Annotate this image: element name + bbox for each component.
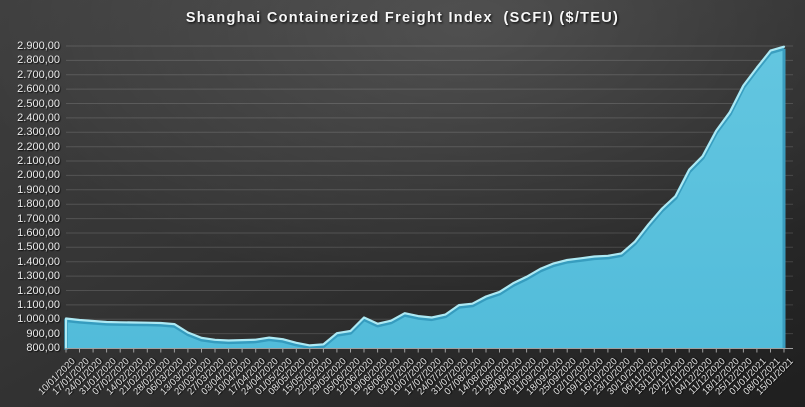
chart-title: Shanghai Containerized Freight Index (SC… bbox=[185, 10, 620, 26]
y-axis-label: 2.500,00 bbox=[17, 97, 60, 110]
y-axis-label: 2.000,00 bbox=[17, 169, 60, 182]
y-axis-label: 1.700,00 bbox=[17, 212, 60, 225]
y-axis-label: 1.100,00 bbox=[17, 298, 60, 311]
y-axis-label: 1.900,00 bbox=[17, 183, 60, 196]
y-axis-label: 1.500,00 bbox=[17, 241, 60, 254]
y-axis-label: 800,00 bbox=[26, 342, 60, 354]
y-axis-label: 2.700,00 bbox=[17, 68, 60, 81]
y-axis-label: 1.400,00 bbox=[17, 255, 60, 268]
y-axis-label: 900,00 bbox=[26, 327, 60, 340]
area-highlight bbox=[64, 45, 786, 350]
y-axis-label: 2.300,00 bbox=[17, 126, 60, 139]
y-axis-label: 1.300,00 bbox=[17, 270, 60, 283]
y-axis-label: 2.100,00 bbox=[17, 155, 60, 167]
y-axis-label: 2.800,00 bbox=[17, 54, 60, 67]
scfi-area bbox=[66, 46, 784, 348]
y-axis-label: 1.600,00 bbox=[17, 227, 60, 239]
y-axis-label: 1.800,00 bbox=[17, 198, 60, 211]
y-axis-label: 2.200,00 bbox=[17, 140, 60, 153]
y-axis-label: 2.900,00 bbox=[17, 40, 60, 52]
y-axis-label: 1.000,00 bbox=[17, 313, 60, 326]
y-axis-label: 2.400,00 bbox=[17, 111, 60, 124]
y-axis-label: 2.600,00 bbox=[17, 83, 60, 96]
y-axis-label: 1.200,00 bbox=[17, 284, 60, 297]
